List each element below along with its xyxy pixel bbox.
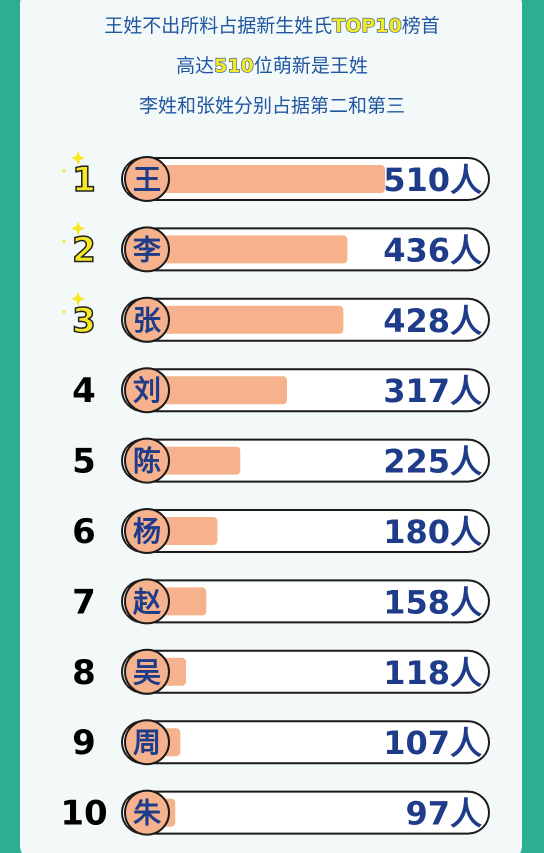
sparkle: [71, 151, 85, 165]
value-label: 180人: [383, 513, 482, 551]
value-label: 107人: [383, 724, 482, 762]
sparkle: [71, 221, 85, 236]
title-line: 王姓不出所料占据新生姓氏TOP10榜首: [104, 15, 440, 37]
rank: 3: [72, 301, 96, 341]
bar-track: [121, 790, 490, 835]
surname: 周: [133, 726, 161, 759]
value-label: 510人: [383, 161, 482, 199]
sparkle: [62, 239, 66, 243]
sparkle: [62, 310, 66, 314]
name-badge: [124, 648, 170, 695]
name-badge: [124, 226, 170, 273]
rank: 6: [72, 512, 96, 552]
value-label: 158人: [383, 583, 482, 621]
surname: 张: [133, 304, 161, 337]
value-label: 436人: [383, 231, 482, 269]
name-badge: [124, 367, 170, 414]
title-segment: TOP10: [332, 15, 401, 37]
surname: 朱: [133, 797, 162, 830]
bar: [126, 165, 385, 193]
bar-track: [121, 649, 490, 694]
sparkle: [62, 169, 66, 173]
title-segment: 位萌新是王姓: [254, 55, 368, 77]
value-label: 97人: [405, 795, 482, 833]
surname: 刘: [133, 374, 161, 407]
name-badge: [124, 437, 170, 484]
value-label: 118人: [383, 654, 482, 692]
rank: 4: [72, 371, 96, 411]
sparkle: [71, 291, 85, 306]
rank: 2: [72, 230, 96, 270]
surname: 陈: [133, 445, 161, 478]
rank: 7: [72, 582, 96, 622]
value-label: 225人: [383, 443, 482, 481]
surname: 王: [133, 163, 161, 196]
title-line: 高达510位萌新是王姓: [176, 55, 368, 77]
surname: 吴: [133, 656, 161, 689]
title-segment: 李姓和张姓分别占据第二和第三: [139, 95, 405, 117]
value-label: 428人: [383, 302, 482, 340]
rank: 9: [72, 723, 96, 763]
title-segment: 510: [214, 55, 254, 77]
title-segment: 榜首: [402, 15, 440, 37]
name-badge: [124, 719, 170, 766]
value-label: 317人: [383, 372, 482, 410]
bar-track: [121, 579, 490, 624]
title-segment: 高达: [176, 55, 214, 77]
name-badge: [124, 508, 170, 554]
rows: 1 王 510人 2 李 436人 3 张 428人 4 刘 317人 5 陈 225人 6 杨 180人 7 赵 15…: [60, 151, 490, 836]
rank: 5: [72, 442, 96, 482]
bar: [126, 235, 348, 264]
rank: 10: [60, 794, 107, 834]
title-segment: 王姓不出所料占据新生姓氏: [104, 15, 332, 37]
surname: 赵: [132, 585, 161, 618]
bar-track: [121, 720, 490, 765]
name-badge: [124, 789, 170, 836]
surname: 李: [133, 233, 161, 266]
bar: [126, 305, 344, 334]
rank: 1: [72, 160, 96, 200]
panel: [20, 0, 522, 853]
name-badge: [124, 156, 170, 202]
surname: 杨: [133, 515, 161, 548]
name-badge: [124, 578, 170, 625]
rank: 8: [72, 653, 96, 693]
title-line: 李姓和张姓分别占据第二和第三: [139, 95, 405, 117]
name-badge: [124, 296, 170, 343]
title: 王姓不出所料占据新生姓氏TOP10榜首高达510位萌新是王姓李姓和张姓分别占据第…: [104, 14, 440, 117]
